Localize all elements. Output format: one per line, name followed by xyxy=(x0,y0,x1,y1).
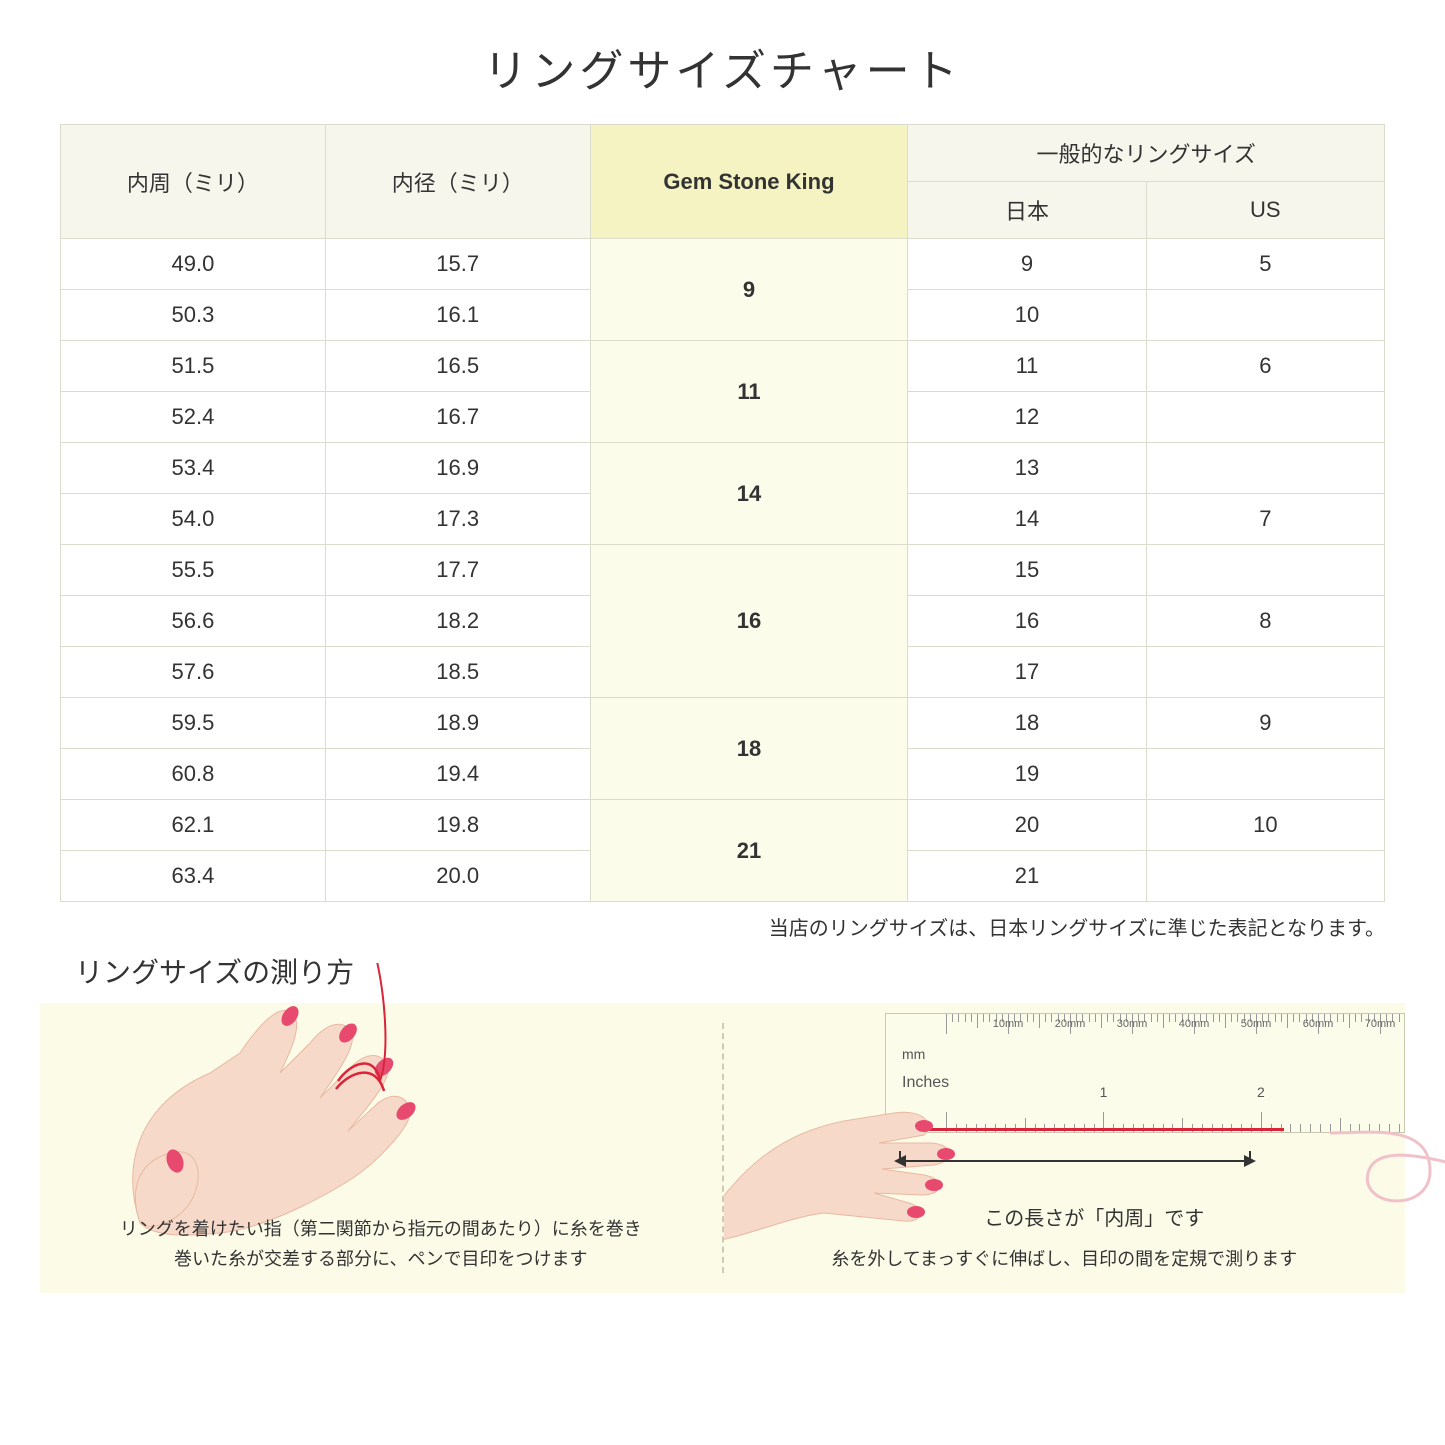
cell-jp: 14 xyxy=(908,494,1146,545)
table-row: 53.416.91413 xyxy=(61,443,1385,494)
cell-diameter: 16.5 xyxy=(325,341,590,392)
cell-us xyxy=(1146,749,1384,800)
cell-circum: 60.8 xyxy=(61,749,326,800)
dimension-arrow xyxy=(894,1151,1256,1171)
table-row: 62.119.8212010 xyxy=(61,800,1385,851)
cell-diameter: 15.7 xyxy=(325,239,590,290)
hand-illustration-left xyxy=(80,963,460,1243)
cell-gsk: 14 xyxy=(590,443,908,545)
mm-tick-label: 50mm xyxy=(1241,1018,1272,1030)
mm-tick-label: 60mm xyxy=(1303,1018,1334,1030)
table-row: 59.518.918189 xyxy=(61,698,1385,749)
howto-panel: リングを着けたい指（第二関節から指元の間あたり）に糸を巻き 巻いた糸が交差する部… xyxy=(40,1003,1405,1293)
cell-jp: 17 xyxy=(908,647,1146,698)
howto-right: mm Inches 10mm20mm30mm40mm50mm60mm70mm12 xyxy=(724,1003,1406,1293)
cell-us: 10 xyxy=(1146,800,1384,851)
cell-jp: 11 xyxy=(908,341,1146,392)
cell-diameter: 16.9 xyxy=(325,443,590,494)
mm-tick-label: 20mm xyxy=(1055,1018,1086,1030)
cell-circum: 56.6 xyxy=(61,596,326,647)
cell-circum: 57.6 xyxy=(61,647,326,698)
cell-diameter: 16.1 xyxy=(325,290,590,341)
thread-loop xyxy=(1330,1093,1445,1213)
cell-gsk: 16 xyxy=(590,545,908,698)
cell-diameter: 18.2 xyxy=(325,596,590,647)
page-title: リングサイズチャート xyxy=(0,0,1445,124)
cell-us xyxy=(1146,290,1384,341)
cell-jp: 20 xyxy=(908,800,1146,851)
cell-gsk: 9 xyxy=(590,239,908,341)
cell-circum: 54.0 xyxy=(61,494,326,545)
cell-us: 9 xyxy=(1146,698,1384,749)
th-us: US xyxy=(1146,182,1384,239)
cell-us: 6 xyxy=(1146,341,1384,392)
th-gsk: Gem Stone King xyxy=(590,125,908,239)
cell-diameter: 19.8 xyxy=(325,800,590,851)
cell-us: 8 xyxy=(1146,596,1384,647)
in-tick-label: 1 xyxy=(1100,1084,1108,1100)
mm-tick-label: 30mm xyxy=(1117,1018,1148,1030)
cell-diameter: 18.5 xyxy=(325,647,590,698)
cell-jp: 18 xyxy=(908,698,1146,749)
cell-jp: 15 xyxy=(908,545,1146,596)
th-circum: 内周（ミリ） xyxy=(61,125,326,239)
cell-circum: 53.4 xyxy=(61,443,326,494)
cell-circum: 59.5 xyxy=(61,698,326,749)
cell-us: 7 xyxy=(1146,494,1384,545)
cell-diameter: 18.9 xyxy=(325,698,590,749)
cell-jp: 9 xyxy=(908,239,1146,290)
cell-diameter: 19.4 xyxy=(325,749,590,800)
cell-us xyxy=(1146,545,1384,596)
cell-circum: 52.4 xyxy=(61,392,326,443)
cell-us xyxy=(1146,392,1384,443)
cell-diameter: 17.7 xyxy=(325,545,590,596)
cell-circum: 63.4 xyxy=(61,851,326,902)
cell-diameter: 16.7 xyxy=(325,392,590,443)
mm-tick-label: 70mm xyxy=(1365,1018,1396,1030)
cell-jp: 10 xyxy=(908,290,1146,341)
cell-us: 5 xyxy=(1146,239,1384,290)
mm-tick-label: 10mm xyxy=(993,1018,1024,1030)
howto-left: リングを着けたい指（第二関節から指元の間あたり）に糸を巻き 巻いた糸が交差する部… xyxy=(40,1003,722,1293)
size-table-container: 内周（ミリ） 内径（ミリ） Gem Stone King 一般的なリングサイズ … xyxy=(0,124,1445,902)
th-diameter: 内径（ミリ） xyxy=(325,125,590,239)
mm-tick-label: 40mm xyxy=(1179,1018,1210,1030)
table-row: 55.517.71615 xyxy=(61,545,1385,596)
th-jp: 日本 xyxy=(908,182,1146,239)
cell-gsk: 18 xyxy=(590,698,908,800)
size-table: 内周（ミリ） 内径（ミリ） Gem Stone King 一般的なリングサイズ … xyxy=(60,124,1385,902)
cell-diameter: 20.0 xyxy=(325,851,590,902)
cell-circum: 51.5 xyxy=(61,341,326,392)
cell-circum: 55.5 xyxy=(61,545,326,596)
table-note: 当店のリングサイズは、日本リングサイズに準じた表記となります。 xyxy=(0,902,1445,941)
table-row: 51.516.511116 xyxy=(61,341,1385,392)
cell-jp: 13 xyxy=(908,443,1146,494)
cell-gsk: 21 xyxy=(590,800,908,902)
in-tick-label: 2 xyxy=(1257,1084,1265,1100)
cell-us xyxy=(1146,647,1384,698)
inner-length-label: この長さが「内周」です xyxy=(724,1202,1406,1231)
cell-circum: 50.3 xyxy=(61,290,326,341)
right-caption: 糸を外してまっすぐに伸ばし、目印の間を定規で測ります xyxy=(724,1244,1406,1275)
cell-jp: 16 xyxy=(908,596,1146,647)
cell-circum: 49.0 xyxy=(61,239,326,290)
cell-us xyxy=(1146,851,1384,902)
th-common: 一般的なリングサイズ xyxy=(908,125,1385,182)
left-caption: リングを着けたい指（第二関節から指元の間あたり）に糸を巻き 巻いた糸が交差する部… xyxy=(40,1214,722,1275)
cell-jp: 12 xyxy=(908,392,1146,443)
cell-gsk: 11 xyxy=(590,341,908,443)
cell-us xyxy=(1146,443,1384,494)
cell-jp: 19 xyxy=(908,749,1146,800)
cell-circum: 62.1 xyxy=(61,800,326,851)
cell-diameter: 17.3 xyxy=(325,494,590,545)
table-row: 49.015.7995 xyxy=(61,239,1385,290)
cell-jp: 21 xyxy=(908,851,1146,902)
